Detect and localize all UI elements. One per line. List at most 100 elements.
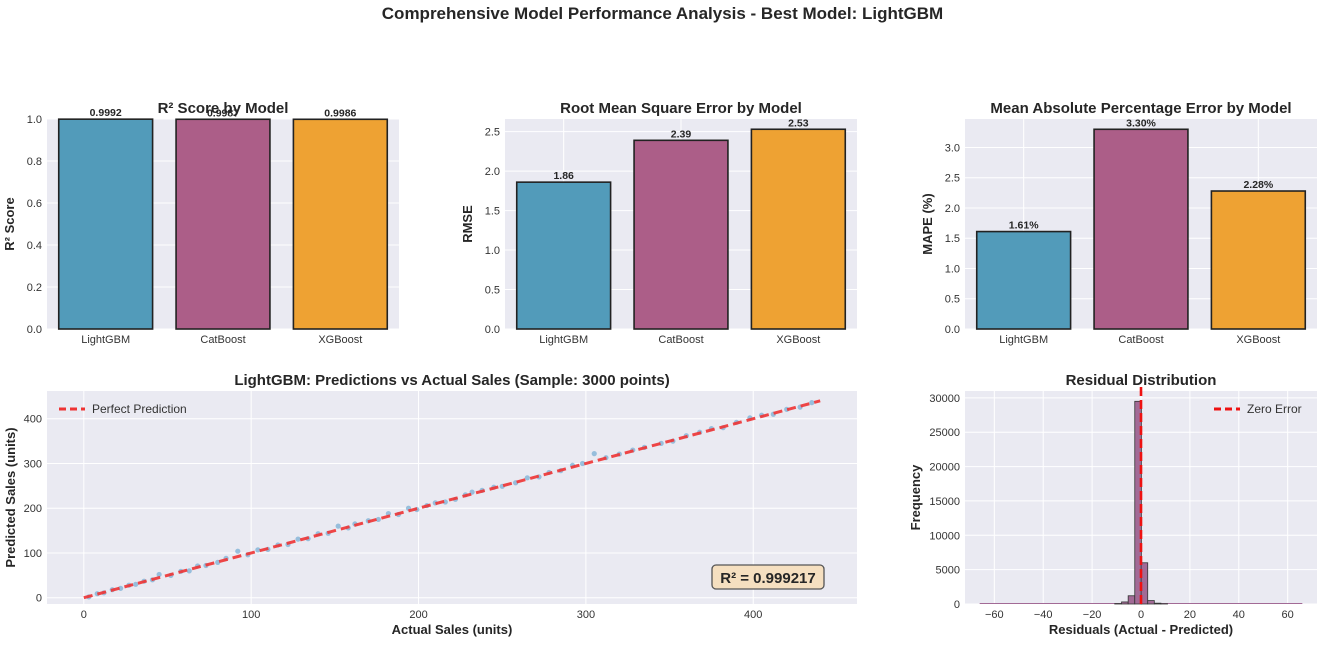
scatter-r2-annotation: R² = 0.999217 [711, 564, 825, 590]
residuals-xtick-label: −60 [985, 609, 1004, 621]
scatter-point [335, 523, 341, 529]
r2-xtick-label: XGBoost [318, 334, 362, 346]
residuals-xlabel: Residuals (Actual - Predicted) [1049, 622, 1233, 637]
mape-ytick-label: 1.0 [945, 263, 960, 275]
rmse-ytick-label: 0.5 [485, 285, 500, 297]
rmse-ytick-label: 0.0 [485, 324, 500, 336]
scatter-legend: Perfect Prediction [59, 402, 187, 416]
mape-ytick-label: 0.0 [945, 324, 960, 336]
mape-value-label: 1.61% [1009, 220, 1039, 232]
scatter-point [133, 581, 139, 587]
rmse-ytick-label: 1.0 [485, 245, 500, 257]
rmse-bar-lightgbm [515, 181, 612, 330]
residuals-xtick-label: −40 [1034, 609, 1053, 621]
mape-bar-catboost [1093, 128, 1189, 330]
r2-bar-lightgbm [57, 118, 154, 330]
mape-ytick-label: 2.5 [945, 173, 960, 185]
scatter-point [186, 568, 192, 574]
scatter-point [375, 516, 381, 523]
scatter-r2-annotation-text: R² = 0.999217 [720, 570, 816, 587]
rmse-ytick-label: 2.5 [485, 127, 500, 139]
scatter-point [591, 451, 597, 457]
mape-bar-lightgbm [975, 230, 1072, 330]
r2-ylabel: R² Score [2, 197, 17, 250]
r2-bar-catboost [175, 118, 271, 330]
residuals-bin [1127, 595, 1136, 605]
residuals-ytick-label: 15000 [929, 496, 960, 508]
scatter-ytick-label: 400 [24, 414, 42, 426]
scatter-point [809, 400, 815, 406]
scatter-xtick-label: 100 [242, 609, 260, 621]
mape-title: Mean Absolute Percentage Error by Model [990, 100, 1291, 117]
scatter-point [255, 547, 261, 553]
residuals-xtick-label: 60 [1282, 609, 1294, 621]
mape-value-label: 2.28% [1243, 179, 1273, 191]
mape-ylabel: MAPE (%) [920, 193, 935, 254]
scatter-ytick-label: 200 [24, 503, 42, 515]
residuals-ytick-label: 5000 [936, 565, 960, 577]
mape-ytick-label: 2.0 [945, 203, 960, 215]
r2-xtick-label: CatBoost [200, 334, 245, 346]
mape-xtick-label: CatBoost [1118, 334, 1163, 346]
mape-value-label: 3.30% [1126, 117, 1156, 129]
r2-ytick-label: 0.2 [27, 282, 42, 294]
scatter-point [579, 460, 586, 467]
scatter-point [442, 499, 448, 505]
scatter-xtick-label: 300 [577, 609, 595, 621]
scatter-xtick-label: 200 [409, 609, 427, 621]
residuals-bin [1147, 600, 1155, 605]
residuals-xtick-label: 20 [1184, 609, 1196, 621]
scatter-ytick-label: 0 [36, 593, 42, 605]
residuals-ytick-label: 30000 [929, 393, 960, 405]
residuals-ytick-label: 10000 [929, 530, 960, 542]
r2-value-label: 0.9992 [90, 107, 122, 119]
rmse-ytick-label: 2.0 [485, 166, 500, 178]
rmse-value-label: 2.53 [788, 117, 809, 129]
residuals-legend-label: Zero Error [1247, 402, 1302, 416]
scatter-point [235, 548, 241, 554]
r2-ytick-label: 0.8 [27, 156, 42, 168]
rmse-xtick-label: XGBoost [776, 334, 820, 346]
residuals-bin [1153, 602, 1162, 605]
rmse-ylabel: RMSE [460, 205, 475, 243]
mape-bar-xgboost [1210, 190, 1307, 330]
figure-suptitle: Comprehensive Model Performance Analysis… [381, 4, 944, 23]
r2-value-label: 0.9987 [207, 107, 239, 119]
rmse-xtick-label: LightGBM [539, 334, 588, 346]
mape-ytick-label: 3.0 [945, 142, 960, 154]
mape-ytick-label: 0.5 [945, 294, 960, 306]
residuals-ytick-label: 20000 [929, 462, 960, 474]
scatter-xlabel: Actual Sales (units) [392, 622, 513, 637]
rmse-bar-xgboost [750, 128, 847, 330]
r2-ytick-label: 1.0 [27, 114, 42, 126]
r2-ytick-label: 0.0 [27, 324, 42, 336]
residuals-xtick-label: 0 [1138, 609, 1144, 621]
scatter-point [524, 475, 530, 481]
r2-bar-xgboost [292, 118, 389, 330]
residuals-bin [1134, 400, 1142, 605]
mape-xtick-label: LightGBM [999, 334, 1048, 346]
residuals-ytick-label: 0 [954, 599, 960, 611]
r2-ytick-label: 0.4 [27, 240, 42, 252]
scatter-ytick-label: 100 [24, 548, 42, 560]
scatter-xtick-label: 0 [81, 609, 87, 621]
scatter-point [295, 536, 301, 542]
mape-xtick-label: XGBoost [1236, 334, 1280, 346]
scatter-perfect-prediction-line [83, 399, 821, 600]
rmse-value-label: 1.86 [553, 170, 574, 182]
residuals-ytick-label: 25000 [929, 427, 960, 439]
scatter-title: LightGBM: Predictions vs Actual Sales (S… [234, 372, 669, 389]
residuals-xtick-label: −20 [1083, 609, 1102, 621]
r2-title: R² Score by Model [158, 100, 289, 117]
residuals-xtick-label: 40 [1233, 609, 1245, 621]
scatter-r2-annotation-box [711, 564, 825, 590]
rmse-title: Root Mean Square Error by Model [560, 100, 802, 117]
residuals-legend: Zero Error [1214, 402, 1302, 416]
scatter-ytick-label: 300 [24, 458, 42, 470]
rmse-xtick-label: CatBoost [658, 334, 703, 346]
residuals-ylabel: Frequency [908, 464, 923, 531]
rmse-bar-catboost [633, 139, 729, 330]
scatter-point [156, 571, 162, 578]
scatter-ylabel: Predicted Sales (units) [3, 427, 18, 567]
